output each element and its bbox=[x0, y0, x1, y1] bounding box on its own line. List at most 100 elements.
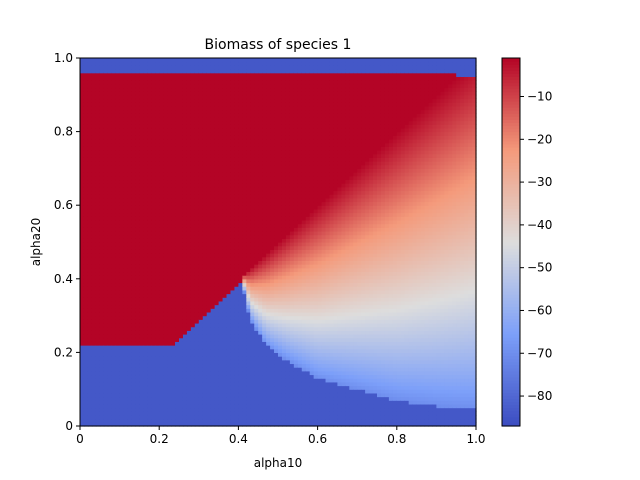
heatmap-cell bbox=[143, 400, 148, 405]
heatmap-cell bbox=[167, 249, 172, 254]
heatmap-cell bbox=[202, 282, 208, 287]
heatmap-cell bbox=[202, 109, 208, 114]
heatmap-cell bbox=[270, 102, 275, 107]
heatmap-cell bbox=[194, 308, 200, 313]
heatmap-cell bbox=[242, 238, 247, 243]
heatmap-cell bbox=[131, 58, 137, 63]
heatmap-cell bbox=[135, 256, 140, 261]
heatmap-cell bbox=[250, 168, 255, 173]
heatmap-cell bbox=[87, 157, 93, 162]
heatmap-cell bbox=[206, 319, 212, 324]
heatmap-cell bbox=[87, 94, 93, 100]
heatmap-cell bbox=[230, 378, 236, 383]
heatmap-cell bbox=[266, 58, 271, 63]
heatmap-cell bbox=[214, 131, 220, 136]
heatmap-cell bbox=[147, 256, 152, 261]
heatmap-cell bbox=[91, 260, 97, 265]
heatmap-cell bbox=[119, 289, 125, 295]
heatmap-cell bbox=[163, 91, 168, 96]
heatmap-cell bbox=[270, 392, 275, 398]
heatmap-cell bbox=[198, 242, 204, 247]
heatmap-cell bbox=[119, 138, 125, 144]
heatmap-cell bbox=[262, 242, 267, 247]
heatmap-cell bbox=[214, 381, 220, 387]
heatmap-cell bbox=[171, 396, 176, 401]
heatmap-cell bbox=[182, 374, 188, 379]
heatmap-cell bbox=[83, 61, 89, 66]
heatmap-cell bbox=[218, 297, 224, 302]
heatmap-cell bbox=[266, 227, 271, 232]
heatmap-cell bbox=[226, 367, 232, 372]
heatmap-cell bbox=[151, 131, 156, 136]
heatmap-cell bbox=[147, 197, 152, 203]
heatmap-cell bbox=[218, 164, 224, 169]
heatmap-cell bbox=[103, 275, 109, 280]
heatmap-cell bbox=[83, 116, 89, 122]
heatmap-cell bbox=[147, 212, 152, 217]
heatmap-cell bbox=[143, 300, 148, 306]
heatmap-cell bbox=[175, 348, 180, 353]
heatmap-cell bbox=[131, 83, 137, 89]
heatmap-cell bbox=[135, 337, 140, 342]
heatmap-cell bbox=[254, 378, 259, 383]
heatmap-cell bbox=[250, 186, 255, 192]
heatmap-cell bbox=[123, 300, 129, 306]
heatmap-cell bbox=[83, 286, 89, 291]
heatmap-cell bbox=[131, 418, 137, 423]
heatmap-cell bbox=[194, 264, 200, 269]
heatmap-cell bbox=[159, 407, 164, 412]
heatmap-cell bbox=[131, 330, 137, 335]
heatmap-cell bbox=[222, 87, 228, 92]
heatmap-cell bbox=[111, 300, 117, 306]
heatmap-cell bbox=[210, 80, 216, 85]
heatmap-cell bbox=[87, 385, 93, 390]
heatmap-cell bbox=[190, 127, 196, 133]
heatmap-cell bbox=[95, 208, 101, 214]
heatmap-cell bbox=[222, 315, 228, 320]
heatmap-cell bbox=[210, 179, 216, 184]
heatmap-cell bbox=[258, 260, 263, 265]
heatmap-cell bbox=[218, 411, 224, 416]
heatmap-cell bbox=[254, 153, 259, 158]
heatmap-cell bbox=[87, 414, 93, 420]
heatmap-cell bbox=[135, 105, 140, 111]
heatmap-cell bbox=[171, 197, 176, 203]
heatmap-cell bbox=[163, 422, 168, 427]
heatmap-cell bbox=[222, 109, 228, 114]
heatmap-cell bbox=[151, 216, 156, 221]
heatmap-cell bbox=[171, 190, 176, 195]
heatmap-cell bbox=[266, 275, 271, 280]
heatmap-cell bbox=[270, 61, 275, 66]
heatmap-cell bbox=[230, 300, 236, 306]
heatmap-cell bbox=[155, 407, 160, 412]
heatmap-cell bbox=[270, 256, 275, 261]
heatmap-cell bbox=[182, 253, 188, 258]
heatmap-cell bbox=[99, 289, 105, 295]
heatmap-cell bbox=[175, 271, 180, 276]
heatmap-cell bbox=[186, 98, 192, 103]
heatmap-cell bbox=[234, 124, 239, 129]
heatmap-cell bbox=[234, 337, 239, 342]
heatmap-cell bbox=[258, 267, 263, 273]
heatmap-cell bbox=[270, 83, 275, 89]
heatmap-cell bbox=[147, 183, 152, 188]
heatmap-cell bbox=[171, 381, 176, 387]
heatmap-cell bbox=[214, 234, 220, 239]
heatmap-cell bbox=[182, 271, 188, 276]
heatmap-cell bbox=[186, 378, 192, 383]
heatmap-cell bbox=[131, 146, 137, 151]
heatmap-cell bbox=[103, 345, 109, 350]
heatmap-cell bbox=[83, 113, 89, 118]
heatmap-cell bbox=[147, 234, 152, 239]
heatmap-cell bbox=[182, 286, 188, 291]
heatmap-cell bbox=[214, 334, 220, 339]
heatmap-cell bbox=[190, 407, 196, 412]
heatmap-cell bbox=[103, 164, 109, 169]
heatmap-cell bbox=[190, 385, 196, 390]
heatmap-cell bbox=[159, 109, 164, 114]
heatmap-cell bbox=[194, 249, 200, 254]
heatmap-cell bbox=[230, 142, 236, 147]
heatmap-cell bbox=[206, 271, 212, 276]
heatmap-cell bbox=[222, 256, 228, 261]
heatmap-cell bbox=[115, 319, 121, 324]
